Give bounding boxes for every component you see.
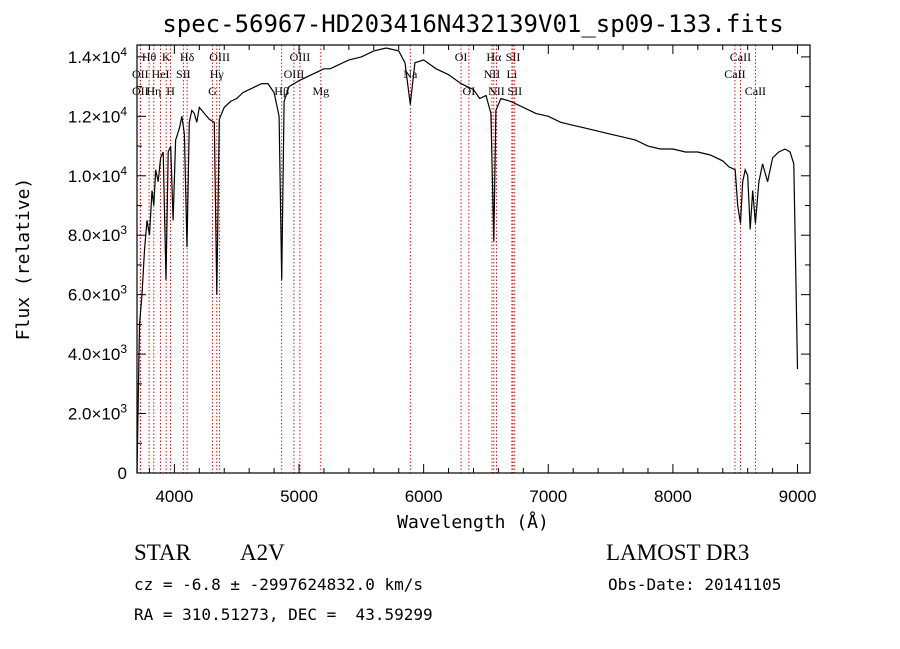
- y-tick-exponent: 4: [120, 104, 127, 118]
- y-tick-mantissa: 1.0×10: [68, 167, 120, 186]
- y-tick-mantissa: 0: [118, 464, 127, 483]
- line-marker-label: NII: [484, 67, 501, 81]
- x-tick-label: 4000: [155, 487, 193, 506]
- line-marker-label: OI: [463, 84, 476, 98]
- spectrum-line: [136, 47, 799, 474]
- line-marker-label: OII: [132, 84, 149, 98]
- y-tick-label: 1.0×104: [68, 164, 127, 186]
- line-marker-label: OIII: [284, 67, 305, 81]
- line-marker-label: Mg: [312, 84, 329, 98]
- line-marker-label: K: [162, 50, 171, 64]
- line-marker-label: OIII: [290, 50, 311, 64]
- y-tick-mantissa: 2.0×10: [68, 405, 120, 424]
- line-marker-label: OIII: [209, 50, 230, 64]
- y-axis-label: Flux (relative): [13, 178, 34, 341]
- y-tick-exponent: 3: [120, 342, 127, 356]
- y-tick-exponent: 3: [120, 402, 127, 416]
- line-marker-label: SII: [506, 50, 521, 64]
- line-marker-label: OI: [455, 50, 468, 64]
- plot-frame: [136, 44, 811, 474]
- y-tick-mantissa: 6.0×10: [68, 286, 120, 305]
- line-marker-label: G: [208, 84, 217, 98]
- y-tick-exponent: 4: [120, 164, 127, 178]
- line-marker-label: NII: [488, 84, 505, 98]
- y-tick-mantissa: 1.4×10: [68, 48, 120, 67]
- line-marker-label: Hβ: [274, 84, 289, 98]
- object-class: STAR: [134, 540, 191, 565]
- x-tick-label: 9000: [779, 487, 817, 506]
- x-tick-label: 8000: [654, 487, 692, 506]
- line-marker-label: HeI: [152, 67, 170, 81]
- line-marker-label: CaII: [730, 50, 751, 64]
- line-marker-label: Hγ: [210, 67, 225, 81]
- y-tick-label: 2.0×103: [68, 402, 127, 424]
- line-marker-label: Li: [507, 67, 518, 81]
- y-tick-exponent: 3: [120, 283, 127, 297]
- y-tick-label: 1.4×104: [68, 45, 127, 67]
- x-tick-label: 7000: [529, 487, 567, 506]
- y-tick-label: 1.2×104: [68, 104, 127, 126]
- y-tick-label: 4.0×103: [68, 342, 127, 364]
- y-tick-mantissa: 1.2×10: [68, 107, 120, 126]
- y-tick-label: 6.0×103: [68, 283, 127, 305]
- line-marker-label: SII: [176, 67, 191, 81]
- y-tick-exponent: 4: [120, 45, 127, 59]
- x-axis-label: Wavelength (Å): [397, 511, 549, 533]
- line-marker-label: Hη: [146, 84, 161, 98]
- coordinates: RA = 310.51273, DEC = 43.59299: [134, 605, 433, 624]
- chart-title: spec-56967-HD203416N432139V01_sp09-133.f…: [162, 10, 783, 38]
- redshift-readout: cz = -6.8 ± -2997624832.0 km/s: [134, 575, 423, 594]
- line-marker-label: H: [166, 84, 175, 98]
- x-tick-label: 6000: [405, 487, 443, 506]
- line-marker-label: Hδ: [180, 50, 195, 64]
- line-marker-label: SII: [507, 84, 522, 98]
- line-marker-label: Hα: [486, 50, 502, 64]
- line-marker-label: CaII: [724, 67, 745, 81]
- y-axis: 02.0×1034.0×1036.0×1038.0×1031.0×1041.2×…: [68, 45, 810, 483]
- y-tick-mantissa: 8.0×10: [68, 226, 120, 245]
- x-tick-label: 5000: [280, 487, 318, 506]
- y-tick-label: 8.0×103: [68, 223, 127, 245]
- x-axis: 4000 5000 6000 7000 8000 9000: [148, 45, 817, 506]
- survey-name: LAMOST DR3: [606, 540, 750, 565]
- y-tick-label: 0: [118, 464, 127, 483]
- spectral-subclass: A2V: [240, 540, 285, 565]
- obs-date: Obs-Date: 20141105: [608, 575, 782, 594]
- line-marker-label: Hθ: [142, 50, 157, 64]
- line-marker-label: CaII: [745, 84, 766, 98]
- y-tick-mantissa: 4.0×10: [68, 345, 120, 364]
- y-tick-exponent: 3: [120, 223, 127, 237]
